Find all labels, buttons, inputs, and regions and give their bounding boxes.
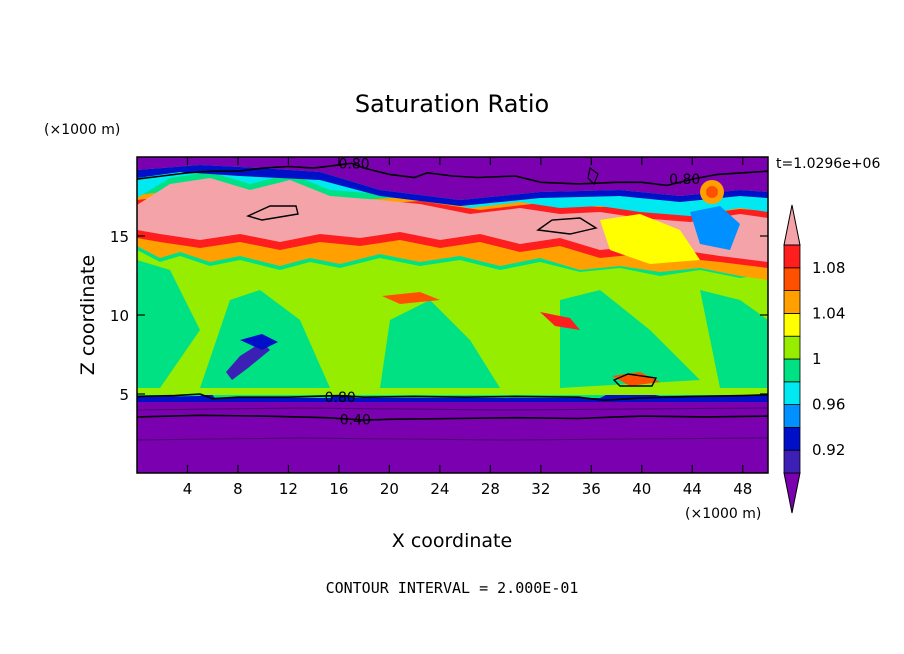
x-tick-label: 20 <box>380 480 399 498</box>
colorbar-swatch <box>783 358 801 383</box>
x-tick-label: 28 <box>481 480 500 498</box>
y-tick-label: 5 <box>119 386 129 404</box>
dry-intrusion-right <box>690 206 740 250</box>
contour-line-080-upper <box>137 162 768 187</box>
colorbar-swatch <box>783 267 801 291</box>
contour-line-080-lower <box>137 393 768 402</box>
time-label: t=1.0296e+06 <box>776 156 880 172</box>
contour-label: 0.40 <box>340 412 371 428</box>
green-plume-2 <box>380 300 500 388</box>
contour-label: 0.80 <box>669 172 700 188</box>
colorbar-swatch <box>783 290 801 314</box>
contour-loop-2 <box>536 217 598 235</box>
colorbar-label: 1.08 <box>812 259 845 277</box>
moist-bubble-core <box>706 186 718 198</box>
y-axis-ticks: 5 10 15 <box>110 228 768 404</box>
dry-pocket-left <box>226 342 270 380</box>
cyan-edge <box>137 172 768 216</box>
x-tick-label: 44 <box>683 480 702 498</box>
colorbar-label: 1 <box>812 350 822 368</box>
chart-title: Saturation Ratio <box>355 90 549 118</box>
contour-line-dry-layer <box>137 437 768 441</box>
y-tick-label: 15 <box>110 228 129 246</box>
colorbar-swatch <box>783 449 801 474</box>
moist-streak-2 <box>540 312 580 330</box>
dry-pocket-left-2 <box>240 334 278 350</box>
x-unit-label: (×1000 m) <box>685 506 761 522</box>
colorbar-swatch <box>783 381 801 405</box>
blue-edge <box>137 165 768 206</box>
dry-layer-top-edge <box>137 388 768 402</box>
y-unit-label: (×1000 m) <box>44 122 120 138</box>
colorbar-swatch <box>783 312 801 337</box>
colorbar-swatch <box>783 244 801 269</box>
x-tick-label: 12 <box>279 480 298 498</box>
colorbar-extend-high <box>783 204 801 246</box>
colorbar-swatch <box>783 404 801 428</box>
contour-label: 0.80 <box>338 156 369 172</box>
contour-label: 0.80 <box>325 390 356 406</box>
contour-interval-note: CONTOUR INTERVAL = 2.000E-01 <box>326 579 579 597</box>
contour-line-dry-layer-2 <box>137 407 768 411</box>
dry-top <box>137 157 768 200</box>
moist-streak-1 <box>382 292 440 304</box>
x-tick-label: 48 <box>733 480 752 498</box>
x-tick-label: 4 <box>183 480 193 498</box>
green-plume-5 <box>700 290 768 388</box>
x-tick-label: 36 <box>582 480 601 498</box>
plot-area <box>137 157 768 473</box>
x-axis-ticks: 4 8 12 16 20 24 28 32 36 40 44 48 <box>183 157 752 498</box>
x-tick-label: 32 <box>531 480 550 498</box>
colorbar-label: 0.92 <box>812 441 845 459</box>
colorbar-swatch <box>783 426 801 451</box>
x-axis-label: X coordinate <box>392 530 512 552</box>
colorbar-label: 0.96 <box>812 396 845 414</box>
dry-layer <box>137 398 768 473</box>
contour-line-040 <box>137 414 768 421</box>
contour-loop-1 <box>245 205 299 221</box>
colorbar-label: 1.04 <box>812 304 845 322</box>
x-tick-label: 8 <box>233 480 243 498</box>
colorbar-extend-low <box>783 472 801 514</box>
yellow-patch-right <box>600 214 700 264</box>
green-plume-4 <box>137 260 200 388</box>
contour-loop-4 <box>587 166 599 186</box>
green-plume-3 <box>560 290 700 388</box>
x-tick-label: 24 <box>430 480 449 498</box>
contour-labels: 0.80 0.80 0.80 0.40 <box>325 156 701 428</box>
x-tick-label: 16 <box>329 480 348 498</box>
contour-loop-3 <box>612 373 658 387</box>
colorbar: 0.92 0.96 1 1.04 1.08 <box>783 204 845 514</box>
y-tick-label: 10 <box>110 307 129 325</box>
colorbar-swatch <box>783 335 801 360</box>
x-tick-label: 40 <box>632 480 651 498</box>
y-axis-label: Z coordinate <box>77 255 99 375</box>
